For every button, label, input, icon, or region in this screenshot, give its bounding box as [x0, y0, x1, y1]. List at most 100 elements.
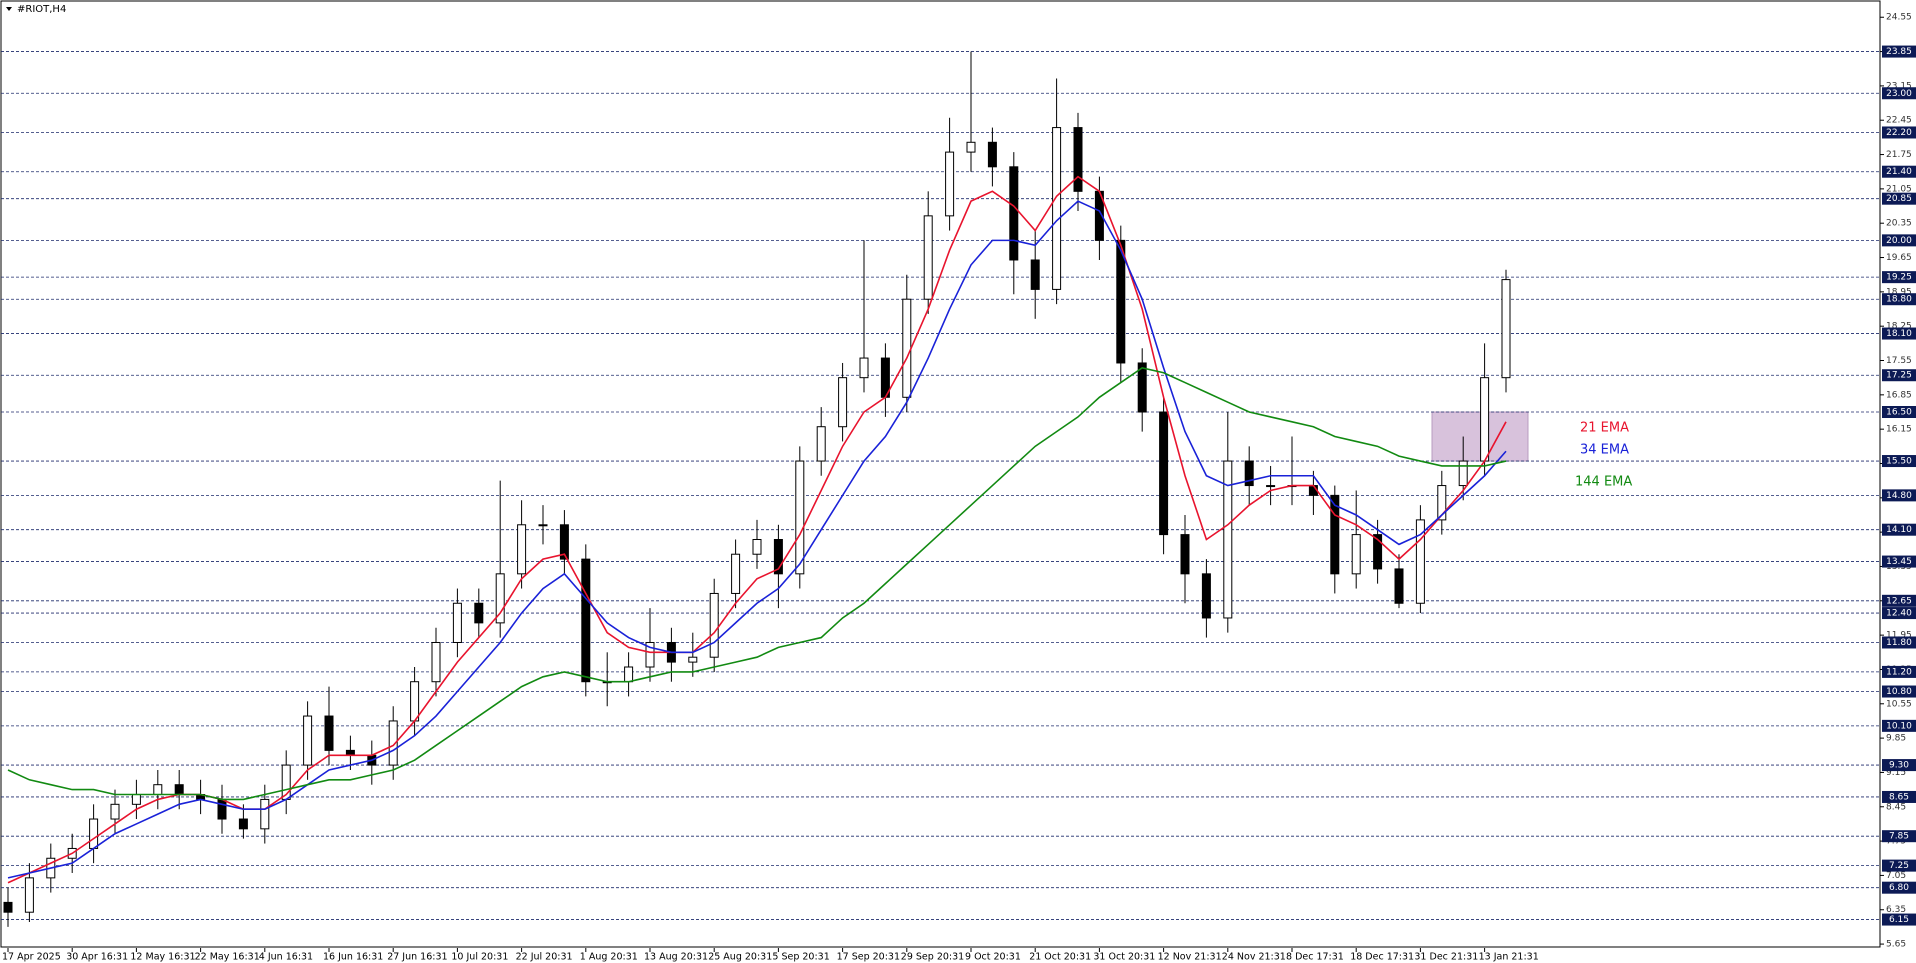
level-label: 8.65 — [1889, 792, 1909, 802]
level-label-box — [1882, 489, 1916, 502]
candle-body — [1116, 239, 1126, 364]
x-tick-label: 22 May 16:31 — [195, 952, 260, 963]
level-label: 20.00 — [1886, 236, 1912, 246]
x-tick-label: 25 Aug 20:31 — [708, 952, 772, 963]
menu-arrow[interactable] — [6, 7, 12, 11]
level-label: 21.40 — [1886, 167, 1912, 177]
y-tick-label: 23.15 — [1886, 81, 1912, 91]
y-tick-label: 9.85 — [1886, 734, 1906, 744]
y-tick-label: 16.15 — [1886, 425, 1912, 435]
candle-body — [752, 539, 762, 555]
level-label-box — [1882, 594, 1916, 607]
candle-body — [303, 715, 313, 766]
level-label-box — [1882, 759, 1916, 772]
level-label: 12.65 — [1886, 596, 1912, 606]
level-label-box — [1882, 406, 1916, 419]
legend-label: 34 EMA — [1580, 443, 1629, 458]
level-label-box — [1882, 555, 1916, 568]
level-label: 12.40 — [1886, 609, 1912, 619]
level-label: 18.80 — [1886, 295, 1912, 305]
x-tick-label: 29 Sep 20:31 — [901, 952, 964, 963]
candle-body — [474, 602, 484, 624]
candle-body — [238, 818, 248, 830]
candle-body — [902, 298, 912, 398]
y-tick-label: 10.55 — [1886, 699, 1912, 709]
candle-body — [1373, 534, 1383, 570]
candle-body — [538, 524, 548, 527]
candle-body — [1009, 166, 1019, 261]
y-tick-label: 7.05 — [1886, 871, 1906, 881]
candle-body — [431, 641, 441, 683]
level-label: 13.45 — [1886, 557, 1912, 567]
candle-body — [452, 602, 462, 643]
candle-body — [1415, 519, 1425, 604]
x-tick-label: 31 Dec 21:31 — [1414, 952, 1478, 963]
y-tick-label: 24.55 — [1886, 13, 1912, 23]
candle-body — [581, 558, 591, 683]
candle-body — [709, 592, 719, 658]
y-tick-label: 11.95 — [1886, 631, 1912, 641]
candle-body — [260, 798, 270, 830]
candle-body — [89, 818, 99, 849]
level-label-box — [1882, 881, 1916, 894]
plot-frame — [0, 0, 1881, 948]
level-label: 14.10 — [1886, 525, 1912, 535]
candle-body — [410, 681, 420, 722]
candle-body — [1137, 362, 1147, 413]
x-tick-label: 17 Apr 2025 — [2, 952, 61, 963]
level-label-box — [1882, 327, 1916, 340]
level-label: 11.80 — [1886, 638, 1912, 648]
candle-body — [1480, 377, 1490, 462]
ema-line — [7, 200, 1507, 879]
candle-body — [1351, 534, 1361, 575]
candle-body — [923, 215, 933, 300]
x-tick-label: 9 Oct 20:31 — [965, 952, 1021, 963]
y-tick-label: 16.85 — [1886, 390, 1912, 400]
candle-body — [1180, 534, 1190, 575]
candle-body — [838, 377, 848, 428]
x-tick-label: 13 Jan 21:31 — [1479, 952, 1539, 963]
level-label-box — [1882, 523, 1916, 536]
candle-body — [1201, 573, 1211, 619]
y-tick-label: 22.45 — [1886, 116, 1912, 126]
x-tick-label: 27 Jun 16:31 — [387, 952, 447, 963]
x-tick-label: 4 Jun 16:31 — [259, 952, 313, 963]
level-label-box — [1882, 293, 1916, 306]
x-tick-label: 18 Dec 17:31 — [1350, 952, 1414, 963]
level-label-box — [1882, 192, 1916, 205]
legend-label: 21 EMA — [1580, 421, 1629, 436]
level-label: 10.10 — [1886, 721, 1912, 731]
y-tick-label: 8.45 — [1886, 802, 1906, 812]
level-label: 16.50 — [1886, 408, 1912, 418]
level-label-box — [1882, 790, 1916, 803]
x-tick-label: 16 Jun 16:31 — [323, 952, 383, 963]
x-tick-label: 1 Aug 20:31 — [580, 952, 638, 963]
level-label-box — [1882, 45, 1916, 58]
level-label-box — [1882, 719, 1916, 732]
level-label: 20.85 — [1886, 194, 1912, 204]
candle-body — [1244, 460, 1254, 487]
candle-body — [624, 666, 634, 683]
level-label-box — [1882, 636, 1916, 649]
y-tick-label: 17.55 — [1886, 356, 1912, 366]
x-tick-label: 12 May 16:31 — [130, 952, 195, 963]
level-label: 7.25 — [1889, 861, 1909, 871]
candle-body — [1501, 279, 1511, 379]
candle-body — [559, 524, 569, 560]
level-label: 18.10 — [1886, 329, 1912, 339]
candle-body — [1159, 411, 1169, 536]
candle-body — [1052, 127, 1062, 290]
candle-body — [645, 641, 655, 668]
level-label-box — [1882, 859, 1916, 872]
x-tick-label: 31 Oct 20:31 — [1093, 952, 1155, 963]
level-label-box — [1882, 830, 1916, 843]
level-label: 14.80 — [1886, 491, 1912, 501]
level-label-box — [1882, 685, 1916, 698]
legend-label: 144 EMA — [1575, 475, 1632, 490]
x-tick-label: 10 Jul 20:31 — [451, 952, 508, 963]
x-tick-label: 30 Apr 16:31 — [66, 952, 128, 963]
x-tick-label: 24 Nov 21:31 — [1222, 952, 1286, 963]
candle-body — [24, 877, 34, 913]
